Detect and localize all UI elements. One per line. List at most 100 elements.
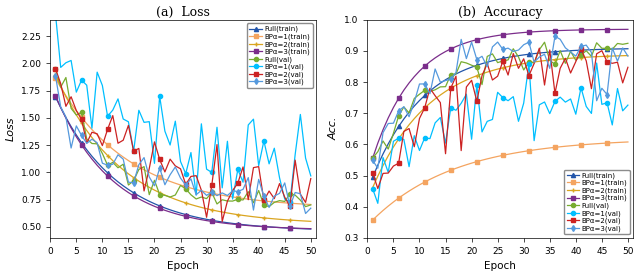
Full(train) xyxy=(436,81,444,85)
BPα=3(train) xyxy=(567,29,575,32)
Full(train) xyxy=(390,133,397,136)
BPα=2(val) xyxy=(182,183,189,186)
Full(train) xyxy=(213,219,221,223)
BPα=1(train) xyxy=(379,209,387,212)
BPα=3(train) xyxy=(369,157,376,160)
BPα=2(train) xyxy=(208,208,216,212)
Full(val) xyxy=(556,49,564,52)
BPα=1(train) xyxy=(239,197,247,200)
BPα=3(val) xyxy=(541,53,548,56)
BPα=2(val) xyxy=(499,60,507,63)
BPα=1(val) xyxy=(77,78,85,82)
Full(train) xyxy=(452,72,460,76)
BPα=3(train) xyxy=(447,47,454,51)
Full(val) xyxy=(72,113,80,117)
BPα=2(train) xyxy=(379,164,387,167)
Full(val) xyxy=(271,201,278,204)
BPα=2(val) xyxy=(140,189,148,193)
Full(val) xyxy=(120,163,127,166)
BPα=2(train) xyxy=(228,212,236,216)
BPα=2(train) xyxy=(145,186,153,189)
Full(train) xyxy=(395,125,403,128)
Full(train) xyxy=(504,56,512,59)
BPα=2(train) xyxy=(614,54,621,58)
BPα=3(val) xyxy=(182,183,189,187)
BPα=2(train) xyxy=(488,69,496,72)
BPα=1(train) xyxy=(161,178,169,181)
Full(val) xyxy=(239,198,247,202)
BPα=2(train) xyxy=(88,136,96,139)
BPα=1(val) xyxy=(104,115,111,118)
BPα=1(val) xyxy=(120,117,127,121)
Full(train) xyxy=(244,224,252,227)
BPα=1(train) xyxy=(213,193,221,196)
BPα=1(val) xyxy=(72,91,80,94)
BPα=2(val) xyxy=(88,130,96,134)
BPα=2(val) xyxy=(478,74,486,77)
BPα=2(train) xyxy=(588,55,595,59)
Full(train) xyxy=(561,49,569,53)
BPα=3(val) xyxy=(177,176,184,180)
Full(val) xyxy=(67,107,75,110)
BPα=3(train) xyxy=(198,218,205,221)
Full(val) xyxy=(598,47,605,50)
X-axis label: Epoch: Epoch xyxy=(167,261,199,271)
BPα=1(train) xyxy=(463,163,470,166)
Full(val) xyxy=(172,193,179,197)
BPα=1(train) xyxy=(468,161,476,165)
BPα=2(val) xyxy=(72,109,80,112)
BPα=2(train) xyxy=(104,154,111,157)
BPα=1(val) xyxy=(166,143,174,147)
BPα=3(val) xyxy=(104,163,111,167)
BPα=3(train) xyxy=(88,157,96,161)
BPα=3(val) xyxy=(504,47,512,50)
Full(val) xyxy=(125,183,132,187)
Full(val) xyxy=(369,157,376,160)
BPα=1(train) xyxy=(405,189,413,193)
BPα=2(train) xyxy=(604,55,611,58)
BPα=1(train) xyxy=(62,94,70,98)
BPα=2(train) xyxy=(250,215,257,218)
BPα=2(val) xyxy=(525,74,532,77)
BPα=1(val) xyxy=(276,176,284,179)
BPα=2(train) xyxy=(234,213,242,216)
BPα=2(train) xyxy=(135,179,143,183)
BPα=3(val) xyxy=(218,191,226,194)
BPα=3(val) xyxy=(120,157,127,161)
BPα=3(val) xyxy=(271,194,278,198)
BPα=2(train) xyxy=(52,74,60,77)
BPα=1(val) xyxy=(291,153,299,156)
BPα=2(val) xyxy=(577,47,585,51)
BPα=3(val) xyxy=(588,51,595,54)
Full(train) xyxy=(588,48,595,51)
BPα=3(train) xyxy=(265,225,273,229)
BPα=2(val) xyxy=(473,100,481,103)
BPα=2(val) xyxy=(369,171,376,174)
Full(train) xyxy=(478,62,486,65)
BPα=1(val) xyxy=(172,119,179,123)
Full(train) xyxy=(488,59,496,62)
BPα=3(val) xyxy=(187,177,195,181)
BPα=1(val) xyxy=(135,109,143,112)
BPα=1(val) xyxy=(114,97,122,101)
Full(train) xyxy=(114,180,122,183)
BPα=1(val) xyxy=(488,118,496,121)
BPα=2(train) xyxy=(395,137,403,140)
BPα=3(train) xyxy=(244,224,252,227)
Full(train) xyxy=(473,64,481,67)
BPα=1(train) xyxy=(145,171,153,174)
BPα=1(val) xyxy=(619,109,627,112)
BPα=2(val) xyxy=(208,184,216,187)
BPα=1(val) xyxy=(203,168,211,171)
BPα=1(train) xyxy=(182,185,189,188)
BPα=2(val) xyxy=(431,94,439,98)
BPα=1(train) xyxy=(109,148,116,151)
BPα=2(val) xyxy=(260,199,268,202)
BPα=2(train) xyxy=(77,121,85,125)
BPα=3(val) xyxy=(286,205,294,208)
BPα=3(train) xyxy=(614,28,621,31)
BPα=2(val) xyxy=(156,158,164,161)
BPα=2(train) xyxy=(62,95,70,98)
BPα=2(train) xyxy=(405,123,413,126)
BPα=2(val) xyxy=(551,92,559,95)
